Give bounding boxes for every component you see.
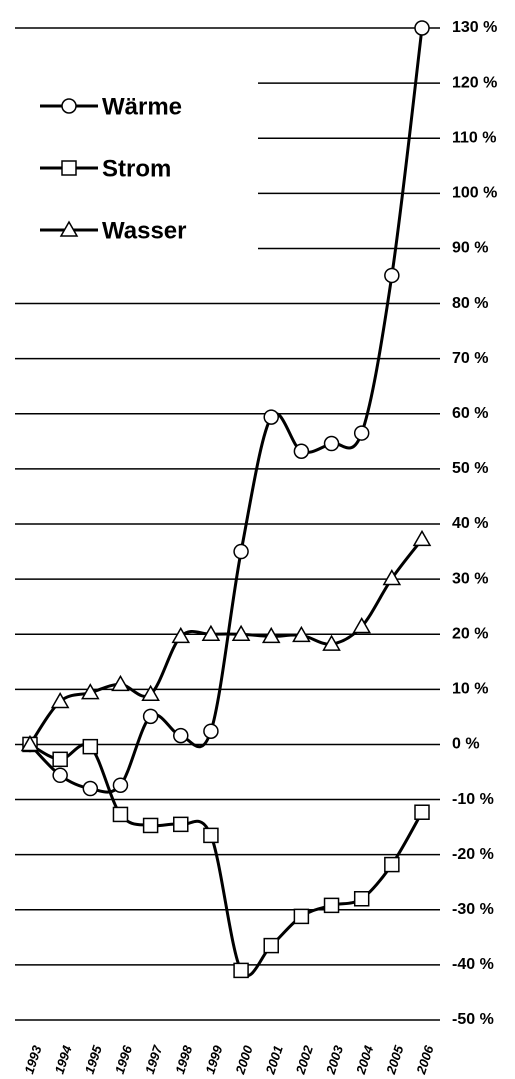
marker (203, 723, 219, 739)
marker (61, 160, 77, 176)
marker (82, 738, 99, 755)
y-tick-label: -30 % (452, 901, 494, 918)
marker (61, 98, 77, 114)
marker (263, 409, 279, 425)
marker (141, 684, 160, 702)
x-tick-label: 2001 (262, 1044, 286, 1077)
marker (414, 20, 430, 36)
y-tick-label: -50 % (452, 1011, 494, 1028)
y-tick-label: -20 % (452, 846, 494, 863)
y-tick-label: 40 % (452, 515, 488, 532)
marker (352, 616, 371, 634)
marker (353, 425, 370, 441)
marker (171, 626, 191, 644)
y-tick-label: 110 % (452, 129, 496, 146)
x-tick-label: 1999 (202, 1043, 225, 1076)
marker (233, 543, 249, 560)
marker (233, 962, 249, 979)
legend-label: Wärme (102, 93, 182, 120)
x-tick-label: 2005 (383, 1043, 407, 1077)
marker (173, 816, 189, 833)
y-tick-label: 100 % (452, 185, 497, 202)
x-tick-label: 1994 (52, 1043, 75, 1076)
legend-label: Strom (102, 155, 171, 182)
marker (412, 529, 432, 547)
marker (82, 780, 99, 797)
marker (59, 220, 79, 237)
x-tick-label: 1993 (21, 1043, 44, 1076)
marker (292, 625, 311, 643)
x-tick-label: 2006 (413, 1043, 437, 1077)
marker (201, 624, 221, 641)
y-tick-label: 120 % (452, 74, 497, 91)
y-tick-label: 50 % (452, 460, 488, 477)
marker (231, 624, 251, 641)
marker (322, 634, 341, 651)
x-tick-label: 1998 (172, 1043, 195, 1076)
y-tick-label: 20 % (452, 625, 488, 642)
marker (142, 817, 159, 834)
y-tick-label: 70 % (452, 350, 488, 367)
marker (52, 751, 68, 768)
marker (142, 708, 159, 725)
marker (293, 908, 310, 925)
x-tick-label: 2002 (292, 1043, 316, 1077)
x-tick-label: 1995 (82, 1043, 105, 1076)
legend-label: Wasser (102, 217, 187, 244)
marker (384, 267, 400, 284)
x-tick-label: 1996 (112, 1043, 135, 1076)
marker (353, 891, 370, 907)
y-tick-label: 90 % (452, 240, 488, 257)
marker (111, 674, 130, 692)
marker (112, 806, 129, 823)
marker (414, 804, 430, 820)
x-tick-label: 2004 (353, 1043, 377, 1077)
marker (52, 767, 68, 784)
marker (173, 727, 189, 744)
marker (384, 856, 400, 873)
marker (261, 626, 281, 644)
marker (323, 897, 340, 914)
y-tick-label: 60 % (452, 405, 488, 422)
y-tick-label: -10 % (452, 791, 494, 808)
y-tick-label: 130 % (452, 19, 497, 36)
y-tick-label: -40 % (452, 956, 494, 973)
x-tick-label: 2003 (323, 1043, 347, 1077)
marker (263, 937, 279, 954)
y-tick-label: 0 % (452, 736, 480, 753)
marker (293, 443, 310, 460)
y-tick-label: 10 % (452, 681, 488, 698)
y-tick-label: 80 % (452, 295, 488, 312)
legend-background (15, 70, 258, 270)
marker (81, 683, 100, 700)
marker (382, 569, 402, 586)
y-tick-label: 30 % (452, 570, 488, 587)
marker (112, 777, 129, 793)
marker (50, 691, 70, 709)
x-tick-label: 1997 (142, 1043, 165, 1076)
marker (203, 827, 219, 844)
marker (323, 435, 340, 452)
series-line (29, 743, 424, 978)
x-tick-label: 2000 (232, 1043, 256, 1077)
marker (20, 734, 40, 752)
